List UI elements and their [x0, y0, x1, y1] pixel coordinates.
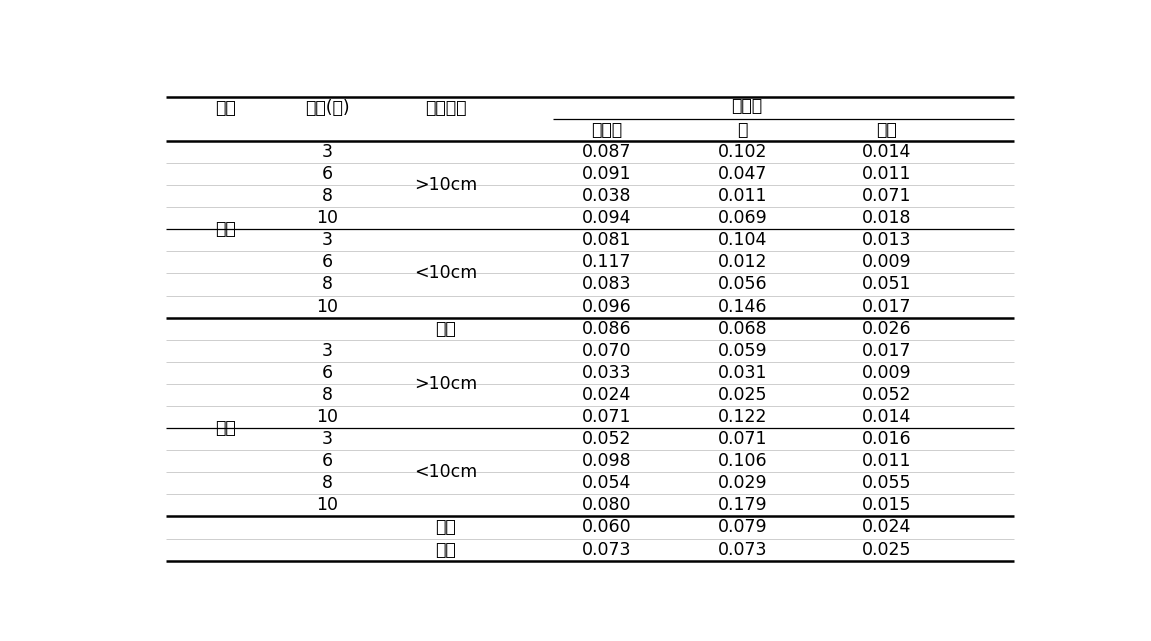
- Text: 안산: 안산: [215, 419, 236, 437]
- Text: 0.060: 0.060: [582, 519, 632, 537]
- Text: 8: 8: [321, 187, 333, 205]
- Text: 0.087: 0.087: [582, 143, 632, 161]
- Text: 0.052: 0.052: [582, 430, 632, 448]
- Text: 0.033: 0.033: [582, 364, 632, 382]
- Text: 3: 3: [321, 231, 333, 249]
- Text: 0.096: 0.096: [582, 297, 632, 315]
- Text: <10cm: <10cm: [414, 463, 478, 481]
- Text: 0.071: 0.071: [582, 408, 632, 426]
- Text: 6: 6: [321, 452, 333, 470]
- Text: 0.013: 0.013: [862, 231, 912, 249]
- Text: 0.086: 0.086: [582, 320, 632, 338]
- Text: 0.031: 0.031: [718, 364, 768, 382]
- Text: 10: 10: [317, 209, 338, 227]
- Text: 보령: 보령: [215, 221, 236, 238]
- Text: 0.015: 0.015: [862, 496, 912, 514]
- Text: 6: 6: [321, 253, 333, 271]
- Text: 0.091: 0.091: [582, 165, 632, 183]
- Text: 소계: 소계: [435, 519, 456, 537]
- Text: 0.056: 0.056: [717, 276, 768, 294]
- Text: 8: 8: [321, 386, 333, 404]
- Text: 10: 10: [317, 496, 338, 514]
- Text: 합계: 합계: [435, 540, 456, 558]
- Text: 납: 납: [738, 121, 748, 139]
- Text: 수은: 수은: [876, 121, 897, 139]
- Text: 0.018: 0.018: [862, 209, 912, 227]
- Text: 중금속: 중금속: [731, 97, 762, 115]
- Text: 0.094: 0.094: [582, 209, 632, 227]
- Text: 소계: 소계: [435, 320, 456, 338]
- Text: 0.071: 0.071: [862, 187, 912, 205]
- Text: 카드뮴: 카드뮴: [592, 121, 623, 139]
- Text: 0.073: 0.073: [718, 540, 768, 558]
- Text: 6: 6: [321, 364, 333, 382]
- Text: 6: 6: [321, 165, 333, 183]
- Text: 0.009: 0.009: [862, 364, 912, 382]
- Text: 0.122: 0.122: [718, 408, 768, 426]
- Text: 3: 3: [321, 430, 333, 448]
- Text: 0.081: 0.081: [582, 231, 632, 249]
- Text: 0.106: 0.106: [717, 452, 768, 470]
- Text: 0.079: 0.079: [717, 519, 768, 537]
- Text: >10cm: >10cm: [414, 176, 478, 194]
- Text: <10cm: <10cm: [414, 264, 478, 283]
- Text: 0.068: 0.068: [717, 320, 768, 338]
- Text: 시기(월): 시기(월): [305, 99, 350, 117]
- Text: 0.104: 0.104: [718, 231, 767, 249]
- Text: 0.047: 0.047: [718, 165, 767, 183]
- Text: 0.052: 0.052: [862, 386, 912, 404]
- Text: 0.011: 0.011: [862, 452, 912, 470]
- Text: 0.071: 0.071: [718, 430, 768, 448]
- Text: 10: 10: [317, 297, 338, 315]
- Text: 0.011: 0.011: [862, 165, 912, 183]
- Text: 0.011: 0.011: [718, 187, 768, 205]
- Text: 0.073: 0.073: [582, 540, 632, 558]
- Text: 0.080: 0.080: [582, 496, 632, 514]
- Text: 0.029: 0.029: [717, 474, 768, 492]
- Text: 0.059: 0.059: [717, 342, 768, 360]
- Text: 0.014: 0.014: [862, 408, 912, 426]
- Text: 8: 8: [321, 474, 333, 492]
- Text: 0.098: 0.098: [582, 452, 632, 470]
- Text: 0.070: 0.070: [582, 342, 632, 360]
- Text: 0.024: 0.024: [862, 519, 912, 537]
- Text: 0.083: 0.083: [582, 276, 632, 294]
- Text: 0.009: 0.009: [862, 253, 912, 271]
- Text: 0.025: 0.025: [718, 386, 768, 404]
- Text: 0.054: 0.054: [582, 474, 632, 492]
- Text: 0.017: 0.017: [862, 297, 912, 315]
- Text: 0.055: 0.055: [862, 474, 912, 492]
- Text: 8: 8: [321, 276, 333, 294]
- Text: 3: 3: [321, 342, 333, 360]
- Text: 0.179: 0.179: [717, 496, 768, 514]
- Text: 0.026: 0.026: [862, 320, 912, 338]
- Text: 0.038: 0.038: [582, 187, 632, 205]
- Text: 0.016: 0.016: [862, 430, 912, 448]
- Text: 0.024: 0.024: [582, 386, 632, 404]
- Text: 0.017: 0.017: [862, 342, 912, 360]
- Text: 0.102: 0.102: [718, 143, 768, 161]
- Text: 0.014: 0.014: [862, 143, 912, 161]
- Text: 시료크기: 시료크기: [425, 99, 466, 117]
- Text: 0.051: 0.051: [862, 276, 912, 294]
- Text: 구분: 구분: [215, 99, 236, 117]
- Text: >10cm: >10cm: [414, 375, 478, 393]
- Text: 3: 3: [321, 143, 333, 161]
- Text: 0.025: 0.025: [862, 540, 912, 558]
- Text: 0.146: 0.146: [718, 297, 768, 315]
- Text: 0.117: 0.117: [582, 253, 632, 271]
- Text: 10: 10: [317, 408, 338, 426]
- Text: 0.069: 0.069: [717, 209, 768, 227]
- Text: 0.012: 0.012: [718, 253, 768, 271]
